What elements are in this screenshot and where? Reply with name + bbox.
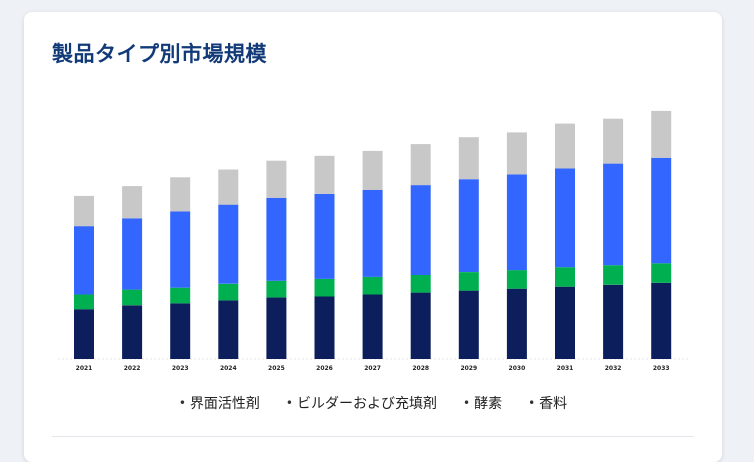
bar-segment-2032-series-1 (603, 265, 624, 285)
chart-legend: • 界面活性剤 • ビルダーおよび充填剤 • 酵素 • 香料 (24, 393, 722, 413)
bar-segment-2031-series-3 (555, 123, 575, 169)
chart-title: 製品タイプ別市場規模 (52, 42, 267, 66)
bar-segment-2027-series-2 (362, 190, 383, 277)
bar-segment-2031-series-2 (555, 168, 575, 268)
bar-segment-2028-series-0 (410, 292, 431, 359)
bar-segment-2024-series-3 (218, 169, 239, 205)
bar-segment-2029-series-3 (458, 137, 479, 180)
bar-segment-2027-series-1 (362, 276, 383, 295)
x-tick-label-2022: 2022 (124, 365, 141, 372)
bar-segment-2030-series-3 (506, 132, 527, 175)
chart-card: 製品タイプ別市場規模 2021 2022 2023 2024 2025 2026 2027 2… (24, 12, 722, 462)
bar-segment-2021-series-2 (74, 226, 94, 295)
bar-segment-2026-series-1 (314, 278, 335, 297)
bar-segment-2023-series-3 (170, 177, 191, 212)
x-tick-label-2023: 2023 (172, 365, 189, 372)
bar-segment-2024-series-0 (218, 300, 239, 359)
bar-segment-2033-series-0 (651, 282, 672, 359)
bar-segment-2026-series-3 (314, 155, 335, 194)
bar-segment-2021-series-1 (74, 294, 94, 310)
bar-segment-2028-series-1 (410, 275, 431, 293)
bar-segment-2029-series-2 (458, 179, 479, 272)
bar-segment-2030-series-1 (506, 270, 527, 289)
bar-segment-2032-series-0 (603, 284, 624, 359)
x-tick-label-2029: 2029 (460, 365, 477, 372)
x-tick-label-2021: 2021 (76, 365, 93, 372)
bar-segment-2023-series-0 (170, 303, 191, 359)
x-tick-label-2027: 2027 (364, 365, 381, 372)
legend-item-surfactant: • 界面活性剤 (179, 393, 260, 413)
bar-segment-2030-series-0 (506, 288, 527, 359)
x-tick-label-2033: 2033 (653, 365, 670, 372)
x-tick-label-2026: 2026 (316, 365, 333, 372)
x-tick-label-2032: 2032 (605, 365, 622, 372)
x-tick-label-2030: 2030 (509, 365, 526, 372)
bar-segment-2025-series-3 (266, 160, 287, 198)
stacked-bar-chart: 2021 2022 2023 2024 2025 2026 2027 2028 2029 2030… (58, 110, 688, 372)
bar-segment-2027-series-0 (362, 294, 383, 359)
x-tick-label-2024: 2024 (220, 365, 237, 372)
bar-segment-2028-series-2 (410, 185, 431, 275)
legend-label: 香料 (539, 396, 568, 412)
bar-segment-2022-series-0 (122, 305, 143, 359)
bar-segment-2033-series-1 (651, 263, 672, 283)
bar-segment-2021-series-0 (74, 309, 94, 359)
bar-segment-2025-series-2 (266, 197, 287, 281)
bar-segment-2033-series-2 (651, 157, 672, 264)
legend-bullet: • (285, 396, 293, 410)
bar-segment-2030-series-2 (506, 174, 527, 271)
divider (52, 436, 694, 437)
bar-segment-2022-series-1 (122, 289, 143, 306)
bar-segment-2031-series-1 (555, 267, 575, 287)
x-tick-label-2031: 2031 (557, 365, 574, 372)
legend-label: 酵素 (474, 396, 503, 412)
bar-segment-2033-series-3 (651, 110, 672, 158)
legend-bullet: • (178, 396, 186, 410)
bar-segment-2021-series-3 (74, 195, 94, 227)
legend-bullet: • (463, 396, 471, 410)
bar-segment-2032-series-2 (603, 163, 624, 266)
bar-segment-2025-series-1 (266, 280, 287, 298)
legend-item-enzymes: • 酵素 (463, 393, 502, 413)
bar-segment-2024-series-1 (218, 283, 239, 301)
bar-segment-2023-series-2 (170, 211, 191, 288)
bar-segment-2022-series-3 (122, 186, 143, 219)
legend-bullet: • (528, 396, 536, 410)
bar-segment-2025-series-0 (266, 297, 287, 359)
bar-segment-2024-series-2 (218, 204, 239, 284)
x-tick-label-2025: 2025 (268, 365, 285, 372)
bar-segment-2022-series-2 (122, 218, 143, 290)
bar-segment-2032-series-3 (603, 118, 624, 164)
legend-item-fragrance: • 香料 (528, 393, 567, 413)
bar-segment-2026-series-0 (314, 296, 335, 359)
bar-segment-2029-series-0 (458, 290, 479, 359)
bar-segment-2028-series-3 (410, 144, 431, 186)
bar-segment-2031-series-0 (555, 286, 575, 359)
bar-segment-2023-series-1 (170, 287, 191, 304)
bar-segment-2029-series-1 (458, 272, 479, 291)
x-tick-label-2028: 2028 (412, 365, 429, 372)
bar-segment-2027-series-3 (362, 150, 383, 190)
legend-label: ビルダーおよび充填剤 (297, 396, 437, 412)
legend-item-builders-fillers: • ビルダーおよび充填剤 (286, 393, 437, 413)
bar-segment-2026-series-2 (314, 193, 335, 279)
legend-label: 界面活性剤 (189, 396, 260, 412)
